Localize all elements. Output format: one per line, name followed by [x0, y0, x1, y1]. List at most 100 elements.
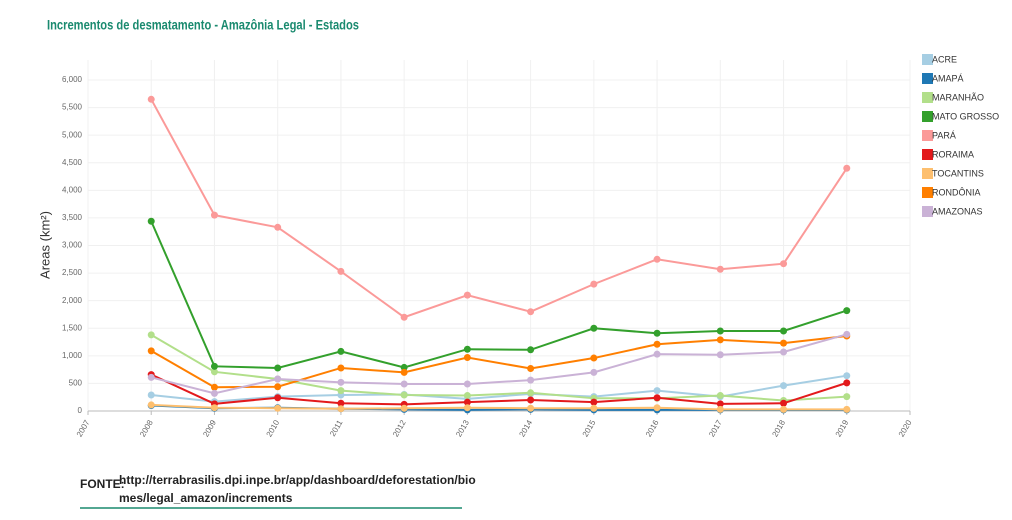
- legend-swatch: [922, 168, 933, 179]
- data-point: [400, 391, 408, 399]
- series-line: [150, 220, 848, 369]
- x-tick-label: 2010: [265, 418, 282, 438]
- data-point: [780, 339, 788, 347]
- data-point: [527, 389, 535, 397]
- x-tick-label: 2020: [897, 418, 914, 438]
- data-point: [527, 396, 535, 404]
- data-point: [274, 394, 282, 402]
- legend-label: MATO GROSSO: [932, 111, 999, 121]
- data-point: [147, 401, 155, 409]
- x-tick-label: 2017: [707, 418, 724, 438]
- data-point: [147, 391, 155, 399]
- chart-title: Incrementos de desmatamento - Amazônia L…: [47, 17, 359, 33]
- data-point: [780, 405, 788, 413]
- data-point: [337, 387, 345, 395]
- series-line: [150, 334, 847, 389]
- data-point: [337, 399, 345, 407]
- x-tick-label: 2016: [644, 418, 661, 438]
- source-text: mes/legal_amazon/increments: [119, 491, 293, 505]
- data-point: [337, 364, 345, 372]
- series-line: [151, 374, 847, 403]
- data-point: [147, 373, 155, 381]
- data-point: [653, 387, 661, 395]
- data-point: [653, 340, 661, 348]
- data-point: [337, 347, 345, 355]
- data-point: [653, 350, 661, 358]
- data-point: [527, 404, 535, 412]
- data-point: [274, 364, 282, 372]
- data-point: [716, 336, 724, 344]
- data-point: [463, 392, 471, 400]
- series-line: [150, 373, 848, 406]
- y-tick-label: 4,500: [62, 158, 83, 167]
- data-point: [653, 404, 661, 412]
- x-tick-label: 2008: [138, 418, 155, 438]
- data-point: [780, 399, 788, 407]
- data-point: [653, 255, 661, 263]
- data-point: [463, 291, 471, 299]
- legend-swatch: [922, 149, 933, 160]
- data-point: [843, 379, 851, 387]
- y-tick-label: 5,500: [62, 103, 83, 112]
- data-point: [400, 363, 408, 371]
- y-tick-label: 0: [78, 406, 83, 415]
- y-tick-label: 3,000: [62, 241, 83, 250]
- data-point: [590, 398, 598, 406]
- data-point: [780, 348, 788, 356]
- data-point: [716, 400, 724, 408]
- data-point: [147, 95, 155, 103]
- x-tick-label: 2015: [581, 418, 598, 438]
- y-tick-label: 6,000: [62, 75, 83, 84]
- data-point: [843, 164, 851, 172]
- data-point: [463, 398, 471, 406]
- x-tick-label: 2013: [454, 418, 471, 438]
- data-point: [716, 265, 724, 273]
- data-point: [590, 368, 598, 376]
- data-point: [400, 380, 408, 388]
- data-point: [210, 389, 218, 397]
- series-line: [150, 333, 848, 395]
- x-tick-label: 2011: [328, 418, 345, 438]
- data-point: [780, 382, 788, 390]
- data-point: [463, 353, 471, 361]
- data-point: [210, 362, 218, 370]
- legend-swatch: [922, 187, 933, 198]
- legend-swatch: [922, 92, 933, 103]
- data-point: [400, 313, 408, 321]
- y-tick-label: 1,500: [62, 323, 83, 332]
- data-point: [780, 327, 788, 335]
- data-point: [147, 347, 155, 355]
- legend-label: ACRE: [932, 54, 957, 64]
- data-point: [274, 383, 282, 391]
- y-tick-label: 2,000: [62, 296, 83, 305]
- x-tick-label: 2019: [834, 418, 851, 438]
- data-point: [337, 267, 345, 275]
- data-point: [716, 392, 724, 400]
- x-tick-label: 2012: [391, 418, 408, 438]
- data-point: [400, 368, 408, 376]
- data-point: [590, 324, 598, 332]
- data-point: [210, 404, 218, 412]
- data-point: [337, 405, 345, 413]
- data-point: [274, 375, 282, 383]
- data-point: [527, 365, 535, 373]
- legend-label: RORAIMA: [932, 149, 974, 159]
- y-tick-label: 2,500: [62, 268, 83, 277]
- data-point: [843, 372, 851, 380]
- data-point: [716, 351, 724, 359]
- y-tick-label: 5,000: [62, 130, 83, 139]
- data-point: [147, 331, 155, 339]
- data-point: [843, 307, 851, 315]
- series-line: [151, 403, 847, 411]
- legend-swatch: [922, 54, 933, 65]
- data-point: [653, 329, 661, 337]
- legend-label: TOCANTINS: [932, 168, 984, 178]
- legend-label: RONDÔNIA: [932, 187, 981, 197]
- legend-label: PARÁ: [932, 130, 956, 140]
- data-point: [527, 376, 535, 384]
- series-line: [150, 98, 848, 319]
- y-tick-label: 1,000: [62, 351, 83, 360]
- legend-swatch: [922, 111, 933, 122]
- data-point: [527, 346, 535, 354]
- data-point: [274, 404, 282, 412]
